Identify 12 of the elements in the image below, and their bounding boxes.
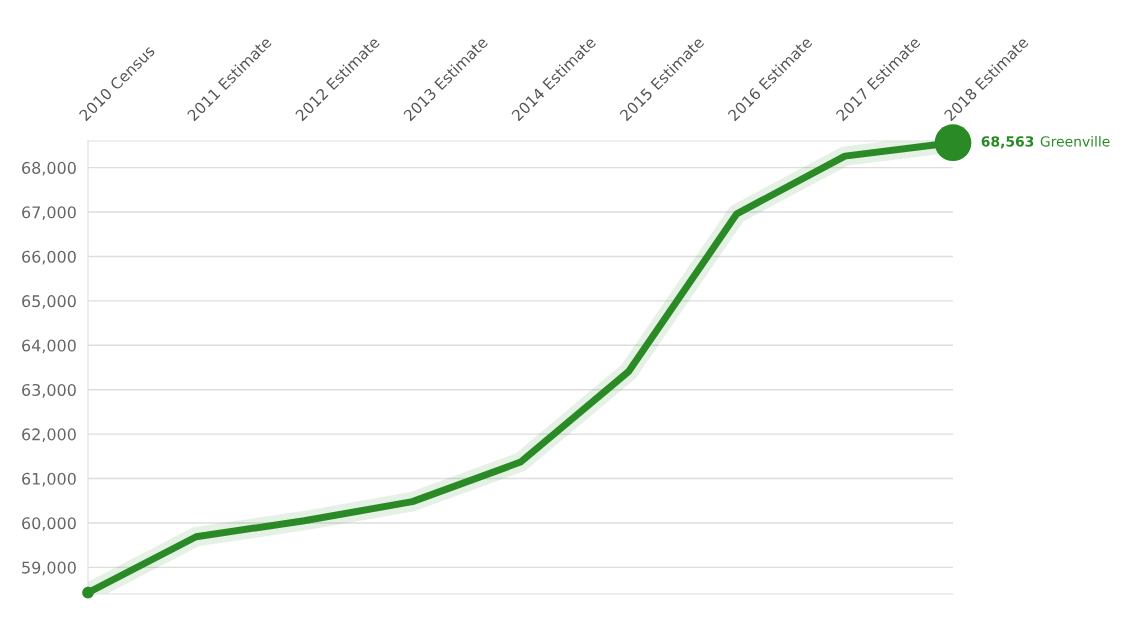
y-tick-label: 60,000 [22, 517, 76, 531]
y-tick-label: 68,000 [22, 161, 76, 176]
data-label: 68,563 [981, 136, 1034, 149]
y-tick-label: 64,000 [22, 339, 76, 354]
y-tick-label: 59,000 [22, 561, 76, 576]
y-tick-label: 67,000 [22, 206, 76, 220]
y-tick-label: 62,000 [22, 428, 76, 443]
y-tick-label: 65,000 [22, 295, 76, 309]
text: Greenville [1040, 135, 1110, 147]
y-tick-label: 66,000 [22, 250, 76, 265]
y-tick-label: 61,000 [22, 472, 76, 487]
y-tick-label: 63,000 [22, 383, 76, 398]
